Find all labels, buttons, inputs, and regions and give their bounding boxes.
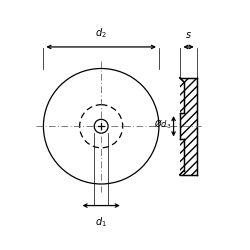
Text: s: s <box>186 30 191 40</box>
Text: d$_1$: d$_1$ <box>95 215 107 228</box>
Text: Ød$_3$: Ød$_3$ <box>154 117 172 131</box>
Text: d$_2$: d$_2$ <box>95 26 107 40</box>
Bar <box>180 78 198 175</box>
